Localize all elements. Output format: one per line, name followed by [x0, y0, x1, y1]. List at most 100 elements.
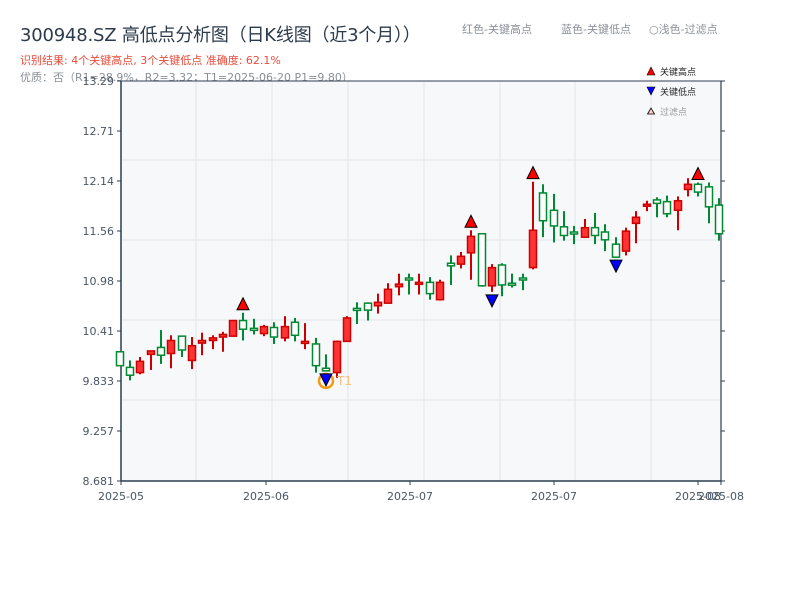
candle	[135, 356, 145, 375]
candle-body	[177, 335, 187, 351]
candle	[197, 332, 207, 356]
candle-body	[631, 216, 641, 225]
triangle-up-icon	[646, 66, 656, 76]
candle-body	[580, 226, 590, 238]
candle	[259, 324, 269, 337]
candle-body	[590, 226, 600, 237]
candle	[290, 317, 300, 342]
candle-body	[569, 231, 579, 235]
candle	[280, 316, 290, 342]
candle-body	[135, 360, 145, 374]
markers: T1	[236, 165, 705, 390]
candle-body	[435, 281, 445, 301]
candle	[611, 237, 621, 258]
annotation-label: T1	[336, 374, 352, 388]
candle	[549, 193, 559, 243]
candle-body	[352, 307, 362, 312]
candle	[249, 318, 259, 335]
candle-body	[218, 333, 228, 338]
candle-body	[228, 319, 238, 337]
triangle-down-icon	[646, 86, 656, 96]
candle	[332, 340, 342, 378]
candle	[238, 312, 248, 341]
candle	[146, 350, 156, 370]
y-tick-label: 8.681	[83, 475, 115, 488]
candle	[156, 330, 166, 364]
candle-body	[404, 277, 414, 281]
candle	[446, 255, 456, 285]
candle	[466, 230, 476, 280]
candle-body	[446, 262, 456, 267]
candle-body	[528, 229, 538, 269]
key-low-marker-icon	[609, 259, 623, 274]
candle	[497, 263, 507, 297]
candle	[600, 224, 610, 252]
key-high-marker-icon	[464, 214, 478, 228]
candle	[683, 178, 693, 197]
candle-body	[394, 283, 404, 288]
candle	[642, 200, 652, 212]
candle	[425, 277, 435, 300]
plot-background	[121, 81, 721, 481]
axes: 13.29 12.71 12.14 11.56 10.98 10.41 9.833 9.257…	[83, 75, 744, 503]
y-tick-label: 12.71	[83, 125, 115, 138]
candle-body	[342, 317, 352, 343]
candle	[528, 181, 538, 270]
candle	[704, 182, 714, 224]
candle-body	[693, 183, 703, 193]
candle-body	[373, 301, 383, 307]
candles	[115, 178, 724, 381]
legend-label: 过滤点	[660, 106, 687, 118]
candle-body	[652, 199, 662, 205]
candle	[383, 283, 393, 304]
candle	[228, 319, 238, 337]
legend-label: 关键高点	[660, 66, 696, 78]
candle	[559, 211, 569, 241]
candle-body	[146, 350, 156, 356]
candle	[662, 195, 672, 218]
chart-title: 300948.SZ 高低点分析图（日K线图（近3个月））	[20, 25, 421, 46]
x-tick-label: 2025-08	[698, 490, 744, 503]
key-high-marker-icon	[236, 296, 250, 311]
candle	[404, 273, 414, 295]
candle-body	[156, 346, 166, 356]
candle-body	[290, 321, 300, 337]
y-tick-label: 10.41	[83, 325, 115, 338]
candle-body	[166, 339, 176, 355]
candle	[187, 337, 197, 370]
key-low-marker-icon	[485, 294, 499, 309]
candle-body	[683, 183, 693, 191]
legend-light-filtered: ○浅色-过滤点	[649, 23, 718, 36]
candle-body	[487, 266, 497, 287]
candle-body	[187, 344, 197, 362]
candle-body	[300, 340, 310, 345]
plot-area	[121, 81, 721, 481]
candle	[652, 197, 662, 218]
candle-body	[477, 232, 487, 287]
candle	[507, 273, 517, 288]
x-tick-label: 2025-08	[675, 490, 721, 503]
candle-body	[383, 288, 393, 304]
candle	[414, 273, 424, 295]
key-high-marker-icon	[526, 165, 540, 180]
candle-body	[714, 204, 724, 235]
candle-body	[621, 230, 631, 252]
candle-body	[332, 340, 342, 374]
candle	[208, 335, 218, 350]
candle-body	[611, 243, 621, 258]
result-summary: 识别结果: 4个关键高点, 3个关键低点 准确度: 62.1%	[20, 54, 281, 67]
x-tick-label: 2025-05	[98, 490, 144, 503]
candle-body	[269, 326, 279, 338]
candle-body	[704, 186, 714, 208]
candle	[177, 335, 187, 357]
y-tick-label: 9.257	[83, 425, 115, 438]
candle-body	[280, 325, 290, 339]
candle-body	[497, 264, 507, 286]
candle	[300, 323, 310, 350]
candle	[631, 211, 641, 244]
x-tick-label: 2025-07	[387, 490, 433, 503]
y-tick-label: 9.833	[83, 375, 115, 388]
candle-body	[115, 351, 125, 367]
candle-body	[321, 367, 331, 372]
